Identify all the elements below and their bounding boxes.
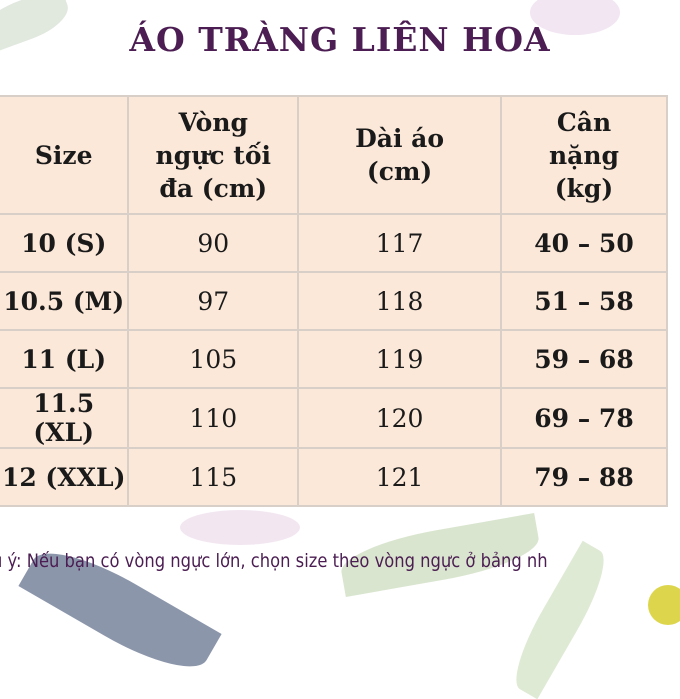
- cell-weight: 79 – 88: [499, 447, 669, 507]
- size-note: u ý: Nếu bạn có vòng ngực lớn, chọn size…: [0, 550, 548, 572]
- cell-weight: 51 – 58: [499, 271, 669, 331]
- cell-size: 10 (S): [0, 213, 130, 273]
- cell-length: 118: [297, 271, 502, 331]
- cell-weight: 40 – 50: [499, 213, 669, 273]
- header-length: Dài áo (cm): [297, 95, 502, 215]
- cell-chest: 105: [127, 329, 300, 389]
- table-row: 12 (XXL) 115 121 79 – 88: [0, 447, 669, 507]
- header-size: Size: [0, 95, 130, 215]
- table-header-row: Size Vòng ngực tối đa (cm) Dài áo (cm) C…: [0, 95, 669, 215]
- cell-length: 120: [297, 387, 502, 449]
- cell-weight: 69 – 78: [499, 387, 669, 449]
- size-table: Size Vòng ngực tối đa (cm) Dài áo (cm) C…: [0, 95, 669, 507]
- table-row: 10 (S) 90 117 40 – 50: [0, 213, 669, 273]
- cell-weight: 59 – 68: [499, 329, 669, 389]
- header-weight: Cân nặng (kg): [499, 95, 669, 215]
- table-row: 11 (L) 105 119 59 – 68: [0, 329, 669, 389]
- header-chest: Vòng ngực tối đa (cm): [127, 95, 300, 215]
- cell-chest: 110: [127, 387, 300, 449]
- table-row: 11.5 (XL) 110 120 69 – 78: [0, 387, 669, 449]
- cell-chest: 97: [127, 271, 300, 331]
- decorative-flower: [530, 0, 620, 35]
- cell-chest: 115: [127, 447, 300, 507]
- page-title: ÁO TRÀNG LIÊN HOA: [129, 20, 551, 59]
- cell-length: 121: [297, 447, 502, 507]
- cell-size: 11.5 (XL): [0, 387, 130, 449]
- cell-size: 11 (L): [0, 329, 130, 389]
- cell-length: 117: [297, 213, 502, 273]
- cell-chest: 90: [127, 213, 300, 273]
- cell-size: 12 (XXL): [0, 447, 130, 507]
- table-row: 10.5 (M) 97 118 51 – 58: [0, 271, 669, 331]
- cell-size: 10.5 (M): [0, 271, 130, 331]
- decorative-berry: [648, 585, 680, 625]
- decorative-flower: [180, 510, 300, 545]
- cell-length: 119: [297, 329, 502, 389]
